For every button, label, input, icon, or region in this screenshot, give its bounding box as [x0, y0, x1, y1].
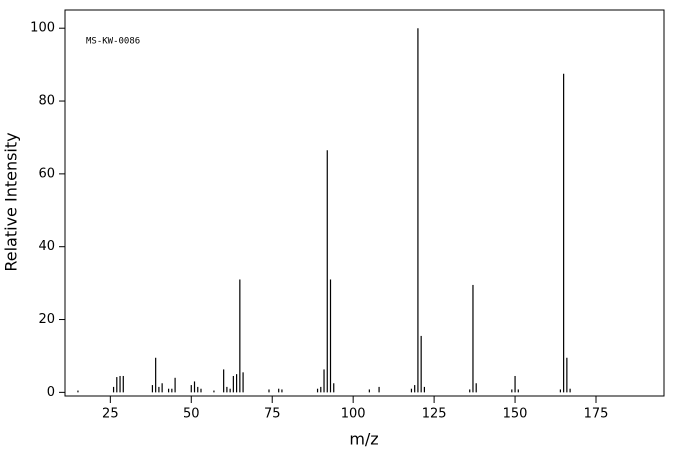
y-tick-label: 20	[38, 312, 55, 327]
chart-title: MS-KW-0086	[86, 37, 140, 47]
y-tick-label: 40	[38, 239, 55, 254]
x-tick-label: 150	[503, 407, 528, 422]
x-tick-label: 100	[341, 407, 366, 422]
y-tick-label: 100	[30, 21, 55, 36]
y-tick-label: 80	[38, 94, 55, 109]
x-tick-label: 75	[264, 407, 281, 422]
y-tick-label: 60	[38, 166, 55, 181]
plot-frame	[64, 9, 665, 397]
x-tick-label: 125	[422, 407, 447, 422]
x-tick-label: 50	[183, 407, 200, 422]
x-tick-label: 175	[584, 407, 609, 422]
y-axis-label: Relative Intensity	[2, 132, 21, 271]
y-tick-label: 0	[47, 385, 55, 400]
x-tick-label: 25	[102, 407, 119, 422]
x-axis-label: m/z	[349, 430, 378, 449]
